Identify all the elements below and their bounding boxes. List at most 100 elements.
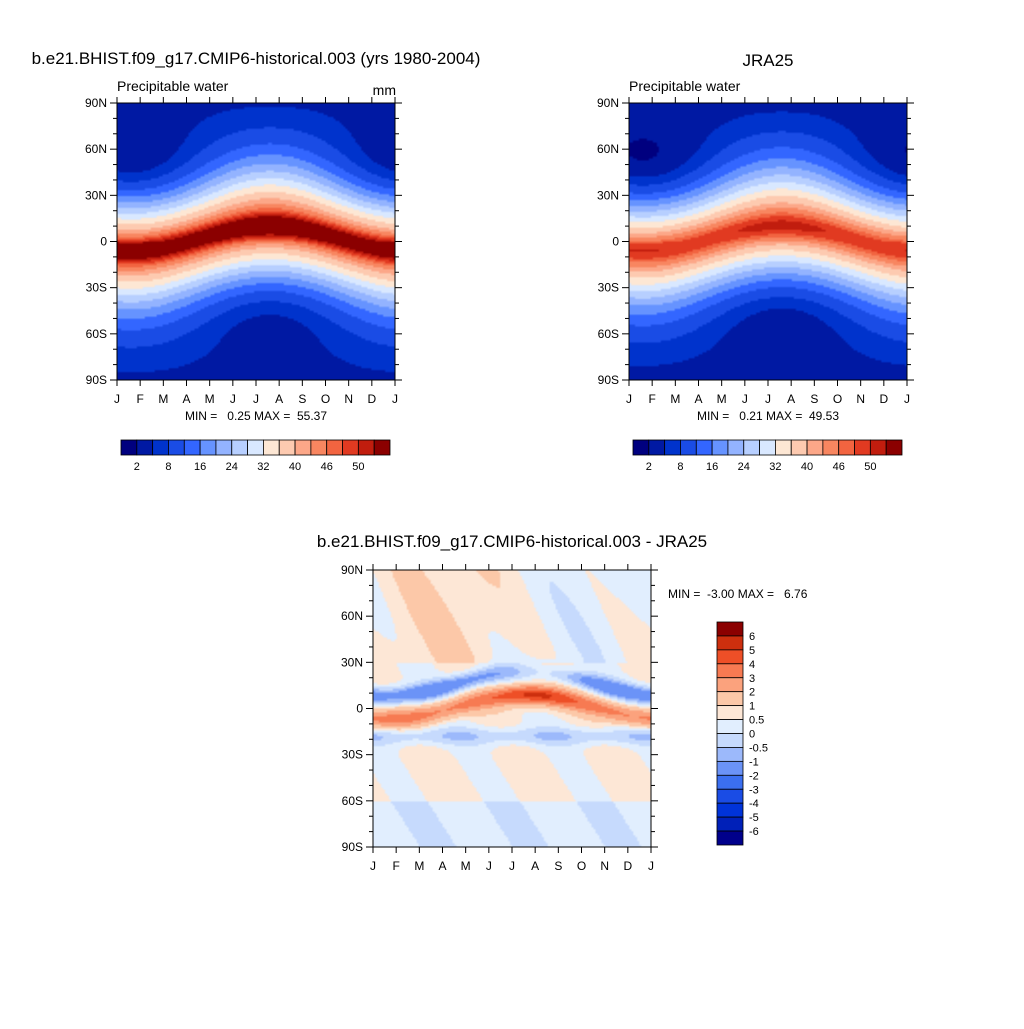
colorbar-tick-label: 1 <box>749 701 755 713</box>
x-tick-label: M <box>158 392 168 406</box>
colorbar-tick-label: -3 <box>749 784 759 796</box>
colorbar-tick-label: 16 <box>706 461 718 473</box>
colorbar-box <box>357 439 375 456</box>
colorbar-box <box>183 439 201 456</box>
x-tick-label: D <box>623 859 632 873</box>
x-tick-label: J <box>486 859 492 873</box>
x-tick-label: F <box>392 859 399 873</box>
colorbar-box <box>342 439 359 456</box>
colorbar-box <box>664 439 681 456</box>
y-tick-label: 90N <box>597 96 619 110</box>
colorbar-box <box>199 439 217 456</box>
panel-difference: b.e21.BHIST.f09_g17.CMIP6-historical.003… <box>317 532 808 873</box>
x-tick-label: A <box>438 859 446 873</box>
colorbar-tick-label: 2 <box>646 461 652 473</box>
colorbar-tick-label: 4 <box>749 659 755 671</box>
panel-jra25-title: JRA25 <box>742 51 793 70</box>
colorbar-box <box>168 439 185 456</box>
y-tick-label: 30N <box>85 188 107 202</box>
x-tick-label: F <box>136 392 143 406</box>
colorbar-model: 2 8 16 24 32 40 46 50 <box>120 439 391 473</box>
x-tick-label: J <box>904 392 910 406</box>
colorbar-tick-label: -2 <box>749 770 759 782</box>
colorbar-tick-label: 24 <box>226 461 238 473</box>
colorbar-box <box>716 802 744 818</box>
colorbar-box <box>711 439 729 456</box>
y-tick-label: 30S <box>342 748 363 762</box>
y-tick-label: 30S <box>86 281 107 295</box>
colorbar-box <box>695 439 713 456</box>
field-jra25 <box>629 103 907 380</box>
x-tick-label: S <box>554 859 562 873</box>
heatmap-jra25 <box>629 103 907 380</box>
x-tick-label: M <box>670 392 680 406</box>
colorbar-box <box>790 439 808 456</box>
colorbar-tick-label: 0 <box>749 729 755 741</box>
colorbar-box <box>247 439 264 456</box>
colorbar-tick-label: -1 <box>749 756 759 768</box>
x-tick-label: J <box>765 392 771 406</box>
x-tick-label: A <box>531 859 539 873</box>
panel-jra25-variable-label: Precipitable water <box>629 78 741 94</box>
colorbar-box <box>120 439 138 456</box>
y-tick-label: 0 <box>356 702 363 716</box>
panel-difference-title: b.e21.BHIST.f09_g17.CMIP6-historical.003… <box>317 532 707 551</box>
colorbar-box <box>775 439 792 456</box>
colorbar-tick-label: 40 <box>289 461 301 473</box>
colorbar-tick-label: 32 <box>257 461 269 473</box>
colorbar-box <box>136 439 154 456</box>
panel-jra25: JRA25 Precipitable water 90N 60N 30N 0 30S 60… <box>597 51 914 473</box>
colorbar-box <box>278 439 296 456</box>
colorbar-tick-label: -4 <box>749 798 759 810</box>
colorbar-tick-label: 46 <box>321 461 333 473</box>
x-tick-label: S <box>298 392 306 406</box>
colorbar-box <box>716 621 744 637</box>
colorbar-box <box>716 774 744 790</box>
colorbar-box <box>759 439 776 456</box>
colorbar-box <box>716 677 744 693</box>
colorbar-tick-label: 2 <box>749 687 755 699</box>
heatmap-difference <box>373 570 651 847</box>
colorbar-tick-label: 46 <box>833 461 845 473</box>
colorbar-box <box>806 439 824 456</box>
panel-model-title: b.e21.BHIST.f09_g17.CMIP6-historical.003… <box>32 49 481 68</box>
colorbar-tick-label: 0.5 <box>749 715 764 727</box>
colorbar-box <box>716 649 744 665</box>
y-tick-label: 60N <box>597 142 619 156</box>
y-tick-label: 60S <box>598 327 619 341</box>
y-tick-label: 60S <box>86 327 107 341</box>
x-tick-label: J <box>392 392 398 406</box>
x-tick-label: N <box>856 392 865 406</box>
x-tick-label: M <box>414 859 424 873</box>
colorbar-box <box>838 439 855 456</box>
colorbar-box <box>632 439 650 456</box>
colorbar-tick-label: -0.5 <box>749 742 768 754</box>
panel-model-units-label: mm <box>373 82 396 98</box>
x-tick-label: D <box>879 392 888 406</box>
colorbar-box <box>648 439 666 456</box>
panel-model-variable-label: Precipitable water <box>117 78 229 94</box>
x-tick-label: J <box>648 859 654 873</box>
y-tick-label: 0 <box>612 235 619 249</box>
y-tick-label: 30N <box>597 188 619 202</box>
colorbar-box <box>716 760 744 776</box>
x-tick-label: M <box>461 859 471 873</box>
colorbar-box <box>326 439 343 456</box>
colorbar-box <box>716 691 744 707</box>
y-tick-label: 30S <box>598 281 619 295</box>
colorbar-tick-label: 32 <box>769 461 781 473</box>
colorbar-box <box>716 816 744 832</box>
x-tick-label: A <box>694 392 702 406</box>
colorbar-tick-label: 8 <box>677 461 683 473</box>
y-tick-label: 90N <box>85 96 107 110</box>
colorbar-box <box>152 439 169 456</box>
colorbar-box <box>263 439 280 456</box>
x-tick-label: F <box>648 392 655 406</box>
x-tick-label: M <box>717 392 727 406</box>
colorbar-box <box>854 439 871 456</box>
x-tick-label: O <box>321 392 330 406</box>
y-tick-label: 60S <box>342 794 363 808</box>
x-tick-label: A <box>182 392 190 406</box>
panel-model: b.e21.BHIST.f09_g17.CMIP6-historical.003… <box>32 49 481 473</box>
y-tick-label: 90S <box>342 840 363 854</box>
